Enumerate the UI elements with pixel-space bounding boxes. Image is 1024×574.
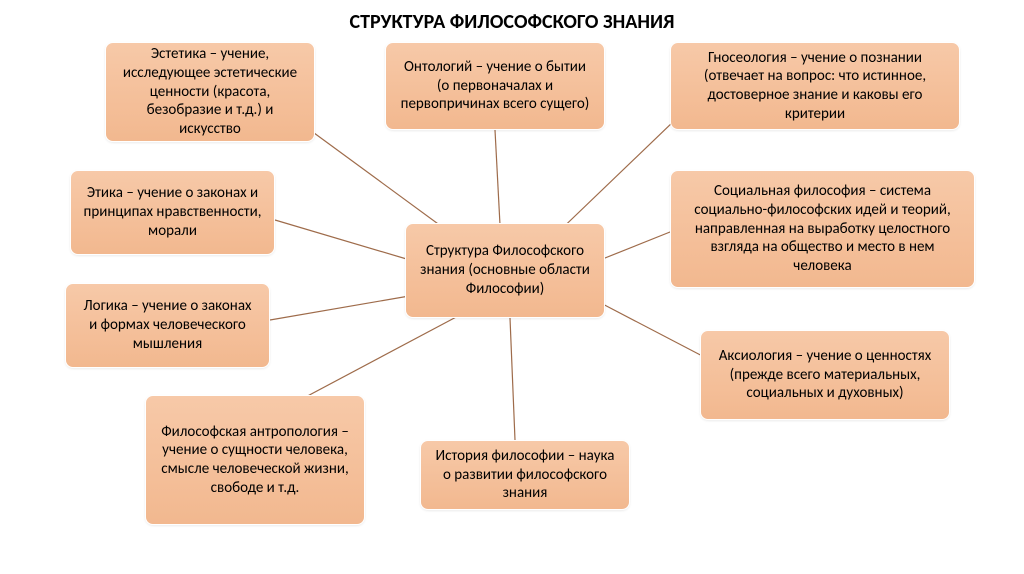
center-node: Структура Философского знания (основные … (405, 223, 605, 318)
node-ontology: Онтологий – учение о бытии (о первоначал… (385, 42, 605, 130)
node-axiology: Аксиология – учение о ценностях (прежде … (700, 330, 950, 420)
node-gnoseology: Гносеология – учение о познании (отвечае… (670, 42, 960, 130)
node-aesthetics: Эстетика – учение, исследующее эстетичес… (105, 42, 315, 142)
node-history: История философии – наука о развитии фил… (420, 440, 630, 510)
node-anthropology: Философская антропология – учение о сущн… (145, 395, 365, 525)
node-social: Социальная философия – система социально… (670, 170, 975, 288)
node-ethics: Этика – учение о законах и принципах нра… (70, 170, 275, 255)
node-logic: Логика – учение о законах и формах челов… (65, 283, 270, 368)
diagram-title: СТРУКТУРА ФИЛОСОФСКОГО ЗНАНИЯ (0, 10, 1024, 34)
